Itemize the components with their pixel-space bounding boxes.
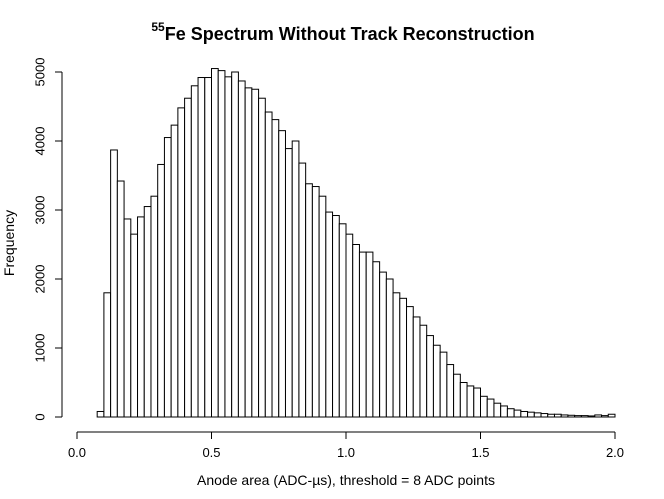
- histogram-bar: [493, 402, 502, 418]
- histogram-bar: [587, 415, 596, 418]
- histogram-bar: [406, 306, 414, 418]
- histogram-bar: [163, 137, 172, 418]
- y-axis: 0 1000 2000 3000 4000 5000: [32, 58, 63, 421]
- histogram-bar: [594, 414, 603, 418]
- histogram-bar: [574, 415, 582, 418]
- histogram-bar: [513, 409, 522, 418]
- histogram-bar: [110, 149, 118, 418]
- histogram-bar: [500, 405, 508, 418]
- histogram-bar: [237, 80, 246, 418]
- histogram-bar: [426, 335, 434, 418]
- chart-title: 55Fe Spectrum Without Track Reconstructi…: [151, 20, 534, 44]
- histogram-bar: [318, 195, 327, 418]
- histogram-bar: [251, 88, 260, 418]
- histogram-bar: [231, 71, 239, 418]
- histogram-bar: [204, 77, 212, 418]
- histogram-bar: [540, 413, 549, 418]
- histogram-bar: [332, 215, 340, 418]
- y-tick-label: 3000: [32, 196, 47, 225]
- histogram-bar: [291, 140, 300, 418]
- histogram-bar: [211, 68, 219, 418]
- chart-title-superscript: 55: [151, 20, 165, 34]
- x-tick-label: 1.5: [471, 445, 489, 460]
- histogram-bar: [365, 251, 374, 418]
- histogram-bar: [553, 413, 562, 418]
- histogram-bar: [278, 130, 286, 418]
- histogram-bar: [567, 414, 576, 418]
- histogram-bar: [379, 271, 387, 418]
- histogram-bar: [170, 124, 179, 418]
- histogram-bar: [527, 411, 535, 418]
- histogram-bar: [311, 186, 320, 418]
- histogram-bar: [130, 233, 139, 418]
- histogram-bar: [533, 412, 542, 418]
- histogram-bar: [439, 351, 448, 418]
- histogram-bar: [345, 233, 354, 418]
- histogram-bar: [190, 85, 199, 418]
- x-tick-label: 2.0: [606, 445, 624, 460]
- histogram-bar: [298, 162, 307, 418]
- histogram-bar: [284, 148, 293, 418]
- histogram-bar: [506, 408, 515, 418]
- histogram-bar: [143, 206, 152, 418]
- x-tick-label: 1.0: [337, 445, 355, 460]
- histogram-bar: [453, 373, 461, 418]
- histogram-bar: [432, 344, 441, 418]
- histogram-bar: [264, 111, 273, 418]
- y-tick-label: 2000: [32, 265, 47, 294]
- histogram-bar: [473, 387, 481, 418]
- histogram-bar: [338, 223, 347, 418]
- histogram-bar: [412, 316, 421, 418]
- histogram-bar: [177, 107, 186, 418]
- histogram-bar: [547, 413, 555, 418]
- histogram-bar: [258, 97, 266, 418]
- x-tick-label: 0.0: [68, 445, 86, 460]
- histogram-bar: [244, 87, 253, 418]
- histogram-bar: [372, 261, 381, 418]
- histogram-bar: [96, 410, 105, 418]
- x-axis: 0.0 0.5 1.0 1.5 2.0: [68, 431, 624, 460]
- histogram-bar: [392, 292, 401, 418]
- histogram-bar: [560, 414, 569, 418]
- x-tick-label: 0.5: [202, 445, 220, 460]
- bars-group: [96, 68, 616, 418]
- histogram-bar: [271, 119, 280, 418]
- y-tick-label: 1000: [32, 334, 47, 363]
- histogram-bar: [358, 251, 367, 418]
- y-tick-label: 5000: [32, 58, 47, 87]
- histogram-bar: [601, 415, 609, 418]
- histogram-bar: [103, 292, 112, 418]
- histogram-bar: [385, 278, 394, 418]
- histogram-bar: [466, 385, 475, 418]
- histogram-bar: [580, 415, 589, 418]
- y-tick-label: 0: [32, 413, 47, 420]
- histogram-bar: [224, 76, 233, 418]
- histogram-bar: [459, 382, 468, 418]
- histogram-bar: [352, 244, 360, 418]
- histogram-bar: [197, 77, 206, 418]
- histogram-bar: [446, 364, 455, 418]
- histogram-bar: [137, 216, 145, 418]
- y-tick-label: 4000: [32, 127, 47, 156]
- histogram-bar: [419, 324, 428, 418]
- histogram-bar: [217, 70, 226, 418]
- histogram-bar: [123, 218, 132, 418]
- chart-title-main: Fe Spectrum Without Track Reconstruction: [165, 24, 535, 44]
- histogram-bar: [116, 180, 125, 418]
- y-axis-title: Frequency: [1, 210, 17, 276]
- histogram-bar: [399, 297, 408, 418]
- histogram-bar: [325, 211, 334, 418]
- x-axis-title: Anode area (ADC-µs), threshold = 8 ADC p…: [197, 472, 495, 488]
- histogram-bar: [157, 163, 165, 418]
- histogram-bar: [520, 410, 529, 418]
- histogram-bar: [150, 195, 159, 418]
- histogram-bar: [184, 97, 192, 418]
- histogram-bar: [486, 398, 495, 418]
- histogram-bar: [305, 183, 313, 418]
- histogram-bar: [607, 413, 616, 418]
- histogram-bar: [480, 395, 488, 418]
